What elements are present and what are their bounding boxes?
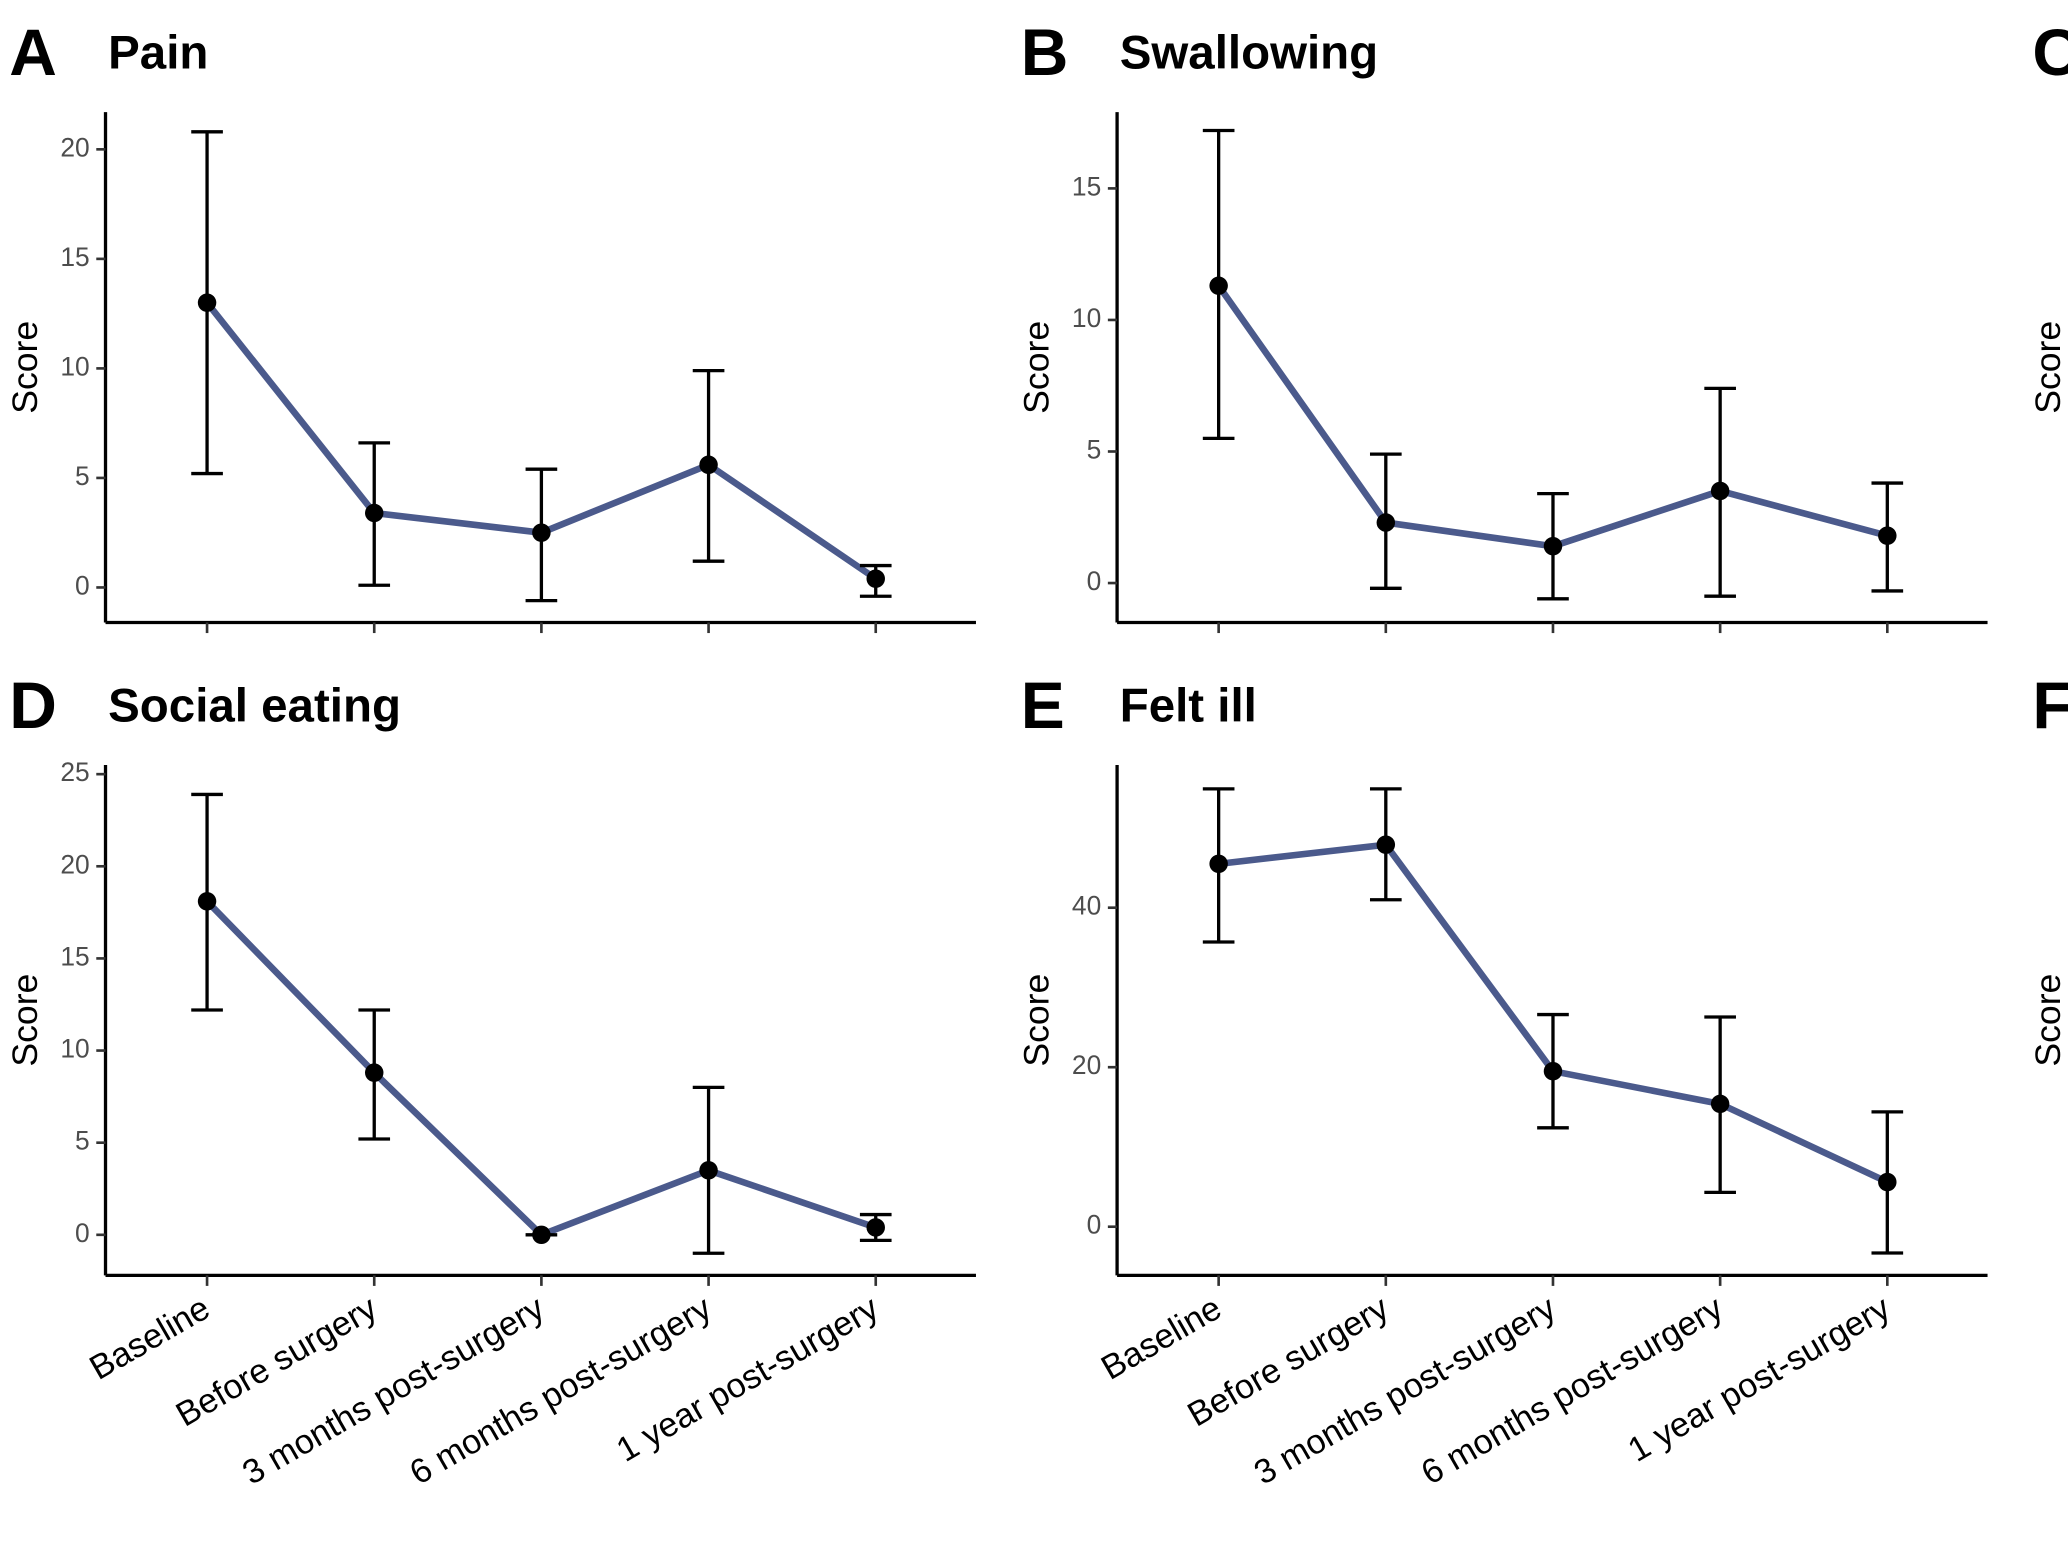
panel-letter: D	[9, 668, 57, 742]
y-tick-label: 5	[75, 461, 90, 491]
y-tick-label: 5	[75, 1126, 90, 1156]
point	[866, 569, 885, 588]
panel-letter: E	[1021, 668, 1065, 742]
x-tick-label: 6 months post-surgery	[403, 1289, 718, 1493]
point	[1878, 526, 1897, 545]
point	[1710, 481, 1730, 501]
panel-letter: C	[2032, 15, 2068, 89]
point	[1878, 1172, 1897, 1192]
point	[197, 892, 217, 911]
point	[1543, 1061, 1563, 1081]
y-tick-label: 15	[60, 941, 89, 971]
y-axis-label: Score	[1017, 321, 1057, 414]
series-line	[204, 899, 877, 1239]
x-tick-label: Baseline	[1095, 1289, 1228, 1388]
y-tick-label: 0	[75, 1218, 90, 1248]
point	[364, 503, 384, 523]
y-tick-label: 10	[1072, 303, 1101, 333]
point	[197, 293, 217, 312]
point	[364, 1063, 384, 1082]
y-tick-label: 0	[1087, 1210, 1102, 1240]
y-tick-label: 25	[60, 757, 89, 787]
point	[1376, 513, 1396, 532]
y-axis-label: Score	[2028, 321, 2068, 414]
y-axis-label: Score	[5, 974, 45, 1067]
y-tick-label: 20	[60, 849, 89, 879]
point	[1209, 276, 1228, 295]
point	[1543, 536, 1563, 556]
y-axis-label: Score	[5, 321, 45, 414]
y-tick-label: 10	[60, 1034, 89, 1064]
y-axis-label: Score	[2028, 974, 2068, 1067]
panel-letter: F	[2032, 668, 2068, 742]
panel-title: Felt ill	[1120, 679, 1257, 732]
point	[1710, 1094, 1730, 1114]
point	[699, 1161, 718, 1180]
point	[866, 1218, 885, 1237]
y-tick-label: 5	[1087, 434, 1102, 464]
y-tick-label: 0	[75, 570, 90, 600]
point	[532, 523, 551, 542]
panel-title: Swallowing	[1120, 27, 1378, 80]
y-tick-label: 40	[1072, 891, 1101, 921]
point	[532, 1225, 551, 1245]
x-tick-label: Baseline	[83, 1289, 216, 1388]
point	[1376, 835, 1396, 854]
panel-letter: A	[9, 15, 57, 89]
y-tick-label: 15	[1072, 171, 1101, 201]
panel-title: Social eating	[108, 679, 401, 732]
panel-letter: B	[1021, 15, 1069, 89]
point	[699, 455, 718, 475]
y-tick-label: 20	[1072, 1050, 1101, 1080]
x-tick-label: 3 months post-surgery	[1248, 1289, 1563, 1493]
panel-title: Pain	[108, 27, 208, 80]
y-tick-label: 15	[60, 242, 89, 272]
y-tick-label: 0	[1087, 566, 1102, 596]
x-tick-label: 3 months post-surgery	[236, 1289, 551, 1493]
y-axis-label: Score	[1017, 974, 1057, 1067]
point	[1209, 854, 1228, 874]
x-tick-label: 6 months post-surgery	[1415, 1289, 1730, 1493]
y-tick-label: 20	[60, 132, 89, 162]
y-tick-label: 10	[60, 351, 89, 381]
